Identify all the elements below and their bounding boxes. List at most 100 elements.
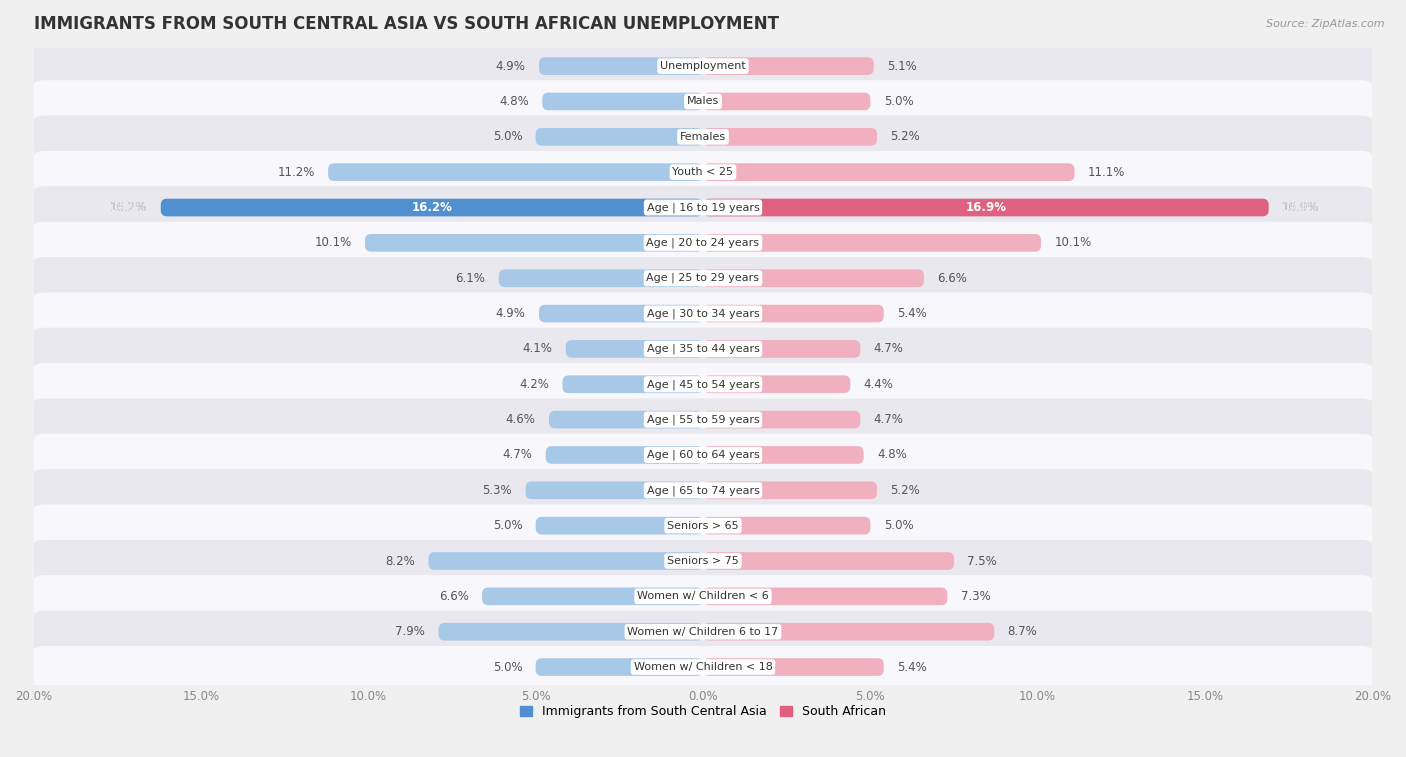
Text: Age | 45 to 54 years: Age | 45 to 54 years — [647, 379, 759, 390]
FancyBboxPatch shape — [703, 164, 1074, 181]
FancyBboxPatch shape — [30, 646, 1376, 688]
Text: 16.9%: 16.9% — [1282, 201, 1319, 214]
Text: 4.4%: 4.4% — [863, 378, 894, 391]
Text: 16.9%: 16.9% — [1282, 201, 1319, 214]
Text: 5.3%: 5.3% — [482, 484, 512, 497]
FancyBboxPatch shape — [703, 269, 924, 287]
Text: 5.0%: 5.0% — [492, 661, 522, 674]
FancyBboxPatch shape — [543, 92, 703, 111]
FancyBboxPatch shape — [538, 58, 703, 75]
FancyBboxPatch shape — [703, 481, 877, 499]
FancyBboxPatch shape — [30, 434, 1376, 476]
Text: 6.6%: 6.6% — [439, 590, 468, 603]
Text: 7.3%: 7.3% — [960, 590, 990, 603]
FancyBboxPatch shape — [538, 305, 703, 322]
Text: 6.1%: 6.1% — [456, 272, 485, 285]
Text: 4.8%: 4.8% — [877, 448, 907, 462]
Text: Age | 30 to 34 years: Age | 30 to 34 years — [647, 308, 759, 319]
FancyBboxPatch shape — [703, 198, 1268, 217]
FancyBboxPatch shape — [30, 80, 1376, 123]
FancyBboxPatch shape — [546, 446, 703, 464]
Text: Age | 20 to 24 years: Age | 20 to 24 years — [647, 238, 759, 248]
Text: 16.2%: 16.2% — [110, 201, 148, 214]
Text: Women w/ Children < 6: Women w/ Children < 6 — [637, 591, 769, 601]
Text: 4.8%: 4.8% — [499, 95, 529, 108]
FancyBboxPatch shape — [703, 305, 884, 322]
FancyBboxPatch shape — [562, 375, 703, 393]
Text: Women w/ Children < 18: Women w/ Children < 18 — [634, 662, 772, 672]
FancyBboxPatch shape — [429, 552, 703, 570]
Text: Seniors > 75: Seniors > 75 — [666, 556, 740, 566]
FancyBboxPatch shape — [703, 623, 994, 640]
FancyBboxPatch shape — [499, 269, 703, 287]
Legend: Immigrants from South Central Asia, South African: Immigrants from South Central Asia, Sout… — [515, 700, 891, 723]
Text: Age | 35 to 44 years: Age | 35 to 44 years — [647, 344, 759, 354]
FancyBboxPatch shape — [565, 340, 703, 358]
Text: 7.5%: 7.5% — [967, 555, 997, 568]
Text: 4.9%: 4.9% — [496, 307, 526, 320]
Text: 6.6%: 6.6% — [938, 272, 967, 285]
Text: 5.4%: 5.4% — [897, 661, 927, 674]
Text: 8.7%: 8.7% — [1008, 625, 1038, 638]
Text: 16.9%: 16.9% — [966, 201, 1007, 214]
FancyBboxPatch shape — [30, 257, 1376, 300]
FancyBboxPatch shape — [30, 186, 1376, 229]
Text: Females: Females — [681, 132, 725, 142]
FancyBboxPatch shape — [703, 92, 870, 111]
FancyBboxPatch shape — [703, 128, 877, 145]
FancyBboxPatch shape — [703, 375, 851, 393]
Text: 4.9%: 4.9% — [496, 60, 526, 73]
Text: Age | 60 to 64 years: Age | 60 to 64 years — [647, 450, 759, 460]
Text: 5.2%: 5.2% — [890, 484, 920, 497]
FancyBboxPatch shape — [439, 623, 703, 640]
FancyBboxPatch shape — [30, 222, 1376, 264]
FancyBboxPatch shape — [526, 481, 703, 499]
FancyBboxPatch shape — [30, 504, 1376, 547]
Text: Age | 55 to 59 years: Age | 55 to 59 years — [647, 414, 759, 425]
Text: 5.0%: 5.0% — [884, 95, 914, 108]
Text: 16.2%: 16.2% — [110, 201, 148, 214]
Text: Age | 16 to 19 years: Age | 16 to 19 years — [647, 202, 759, 213]
Text: 4.2%: 4.2% — [519, 378, 548, 391]
Text: 11.1%: 11.1% — [1088, 166, 1125, 179]
Text: Males: Males — [688, 96, 718, 107]
FancyBboxPatch shape — [703, 552, 955, 570]
Text: Youth < 25: Youth < 25 — [672, 167, 734, 177]
Text: 5.0%: 5.0% — [492, 130, 522, 143]
FancyBboxPatch shape — [30, 398, 1376, 441]
Text: 5.0%: 5.0% — [492, 519, 522, 532]
FancyBboxPatch shape — [30, 363, 1376, 406]
Text: 5.1%: 5.1% — [887, 60, 917, 73]
Text: 5.0%: 5.0% — [884, 519, 914, 532]
FancyBboxPatch shape — [366, 234, 703, 252]
FancyBboxPatch shape — [703, 446, 863, 464]
FancyBboxPatch shape — [30, 328, 1376, 370]
Text: 4.7%: 4.7% — [873, 342, 904, 356]
Text: Source: ZipAtlas.com: Source: ZipAtlas.com — [1267, 19, 1385, 29]
FancyBboxPatch shape — [703, 659, 884, 676]
FancyBboxPatch shape — [703, 58, 873, 75]
FancyBboxPatch shape — [30, 469, 1376, 512]
Text: 8.2%: 8.2% — [385, 555, 415, 568]
Text: 10.1%: 10.1% — [315, 236, 352, 249]
Text: 5.4%: 5.4% — [897, 307, 927, 320]
Text: IMMIGRANTS FROM SOUTH CENTRAL ASIA VS SOUTH AFRICAN UNEMPLOYMENT: IMMIGRANTS FROM SOUTH CENTRAL ASIA VS SO… — [34, 15, 779, 33]
Text: 11.2%: 11.2% — [277, 166, 315, 179]
Text: 4.1%: 4.1% — [523, 342, 553, 356]
Text: Women w/ Children 6 to 17: Women w/ Children 6 to 17 — [627, 627, 779, 637]
FancyBboxPatch shape — [30, 116, 1376, 158]
FancyBboxPatch shape — [30, 575, 1376, 618]
Text: Age | 25 to 29 years: Age | 25 to 29 years — [647, 273, 759, 283]
FancyBboxPatch shape — [160, 198, 703, 217]
FancyBboxPatch shape — [703, 234, 1040, 252]
Text: 4.7%: 4.7% — [502, 448, 533, 462]
FancyBboxPatch shape — [30, 540, 1376, 582]
Text: Unemployment: Unemployment — [661, 61, 745, 71]
FancyBboxPatch shape — [703, 587, 948, 605]
FancyBboxPatch shape — [30, 45, 1376, 87]
Text: 7.9%: 7.9% — [395, 625, 425, 638]
Text: Age | 65 to 74 years: Age | 65 to 74 years — [647, 485, 759, 496]
FancyBboxPatch shape — [703, 411, 860, 428]
FancyBboxPatch shape — [536, 517, 703, 534]
Text: 16.2%: 16.2% — [412, 201, 453, 214]
